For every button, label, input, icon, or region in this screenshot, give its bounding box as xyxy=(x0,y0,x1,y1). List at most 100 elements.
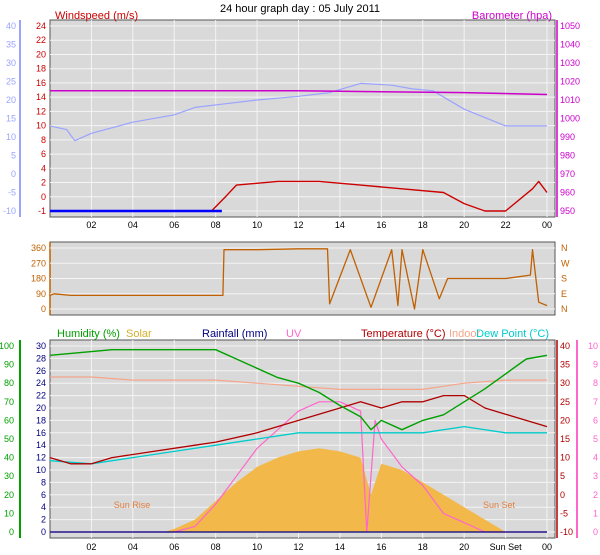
x-tick-label: 00 xyxy=(542,220,552,230)
legend-temperature: Temperature (°C) xyxy=(361,328,445,340)
humidity-tick: 50 xyxy=(4,434,14,444)
temperature-tick: 0 xyxy=(560,490,565,500)
x-tick-label: 20 xyxy=(459,220,469,230)
x-tick-label: 06 xyxy=(169,542,179,552)
direction-tick: 180 xyxy=(31,274,46,284)
barometer-tick: 1000 xyxy=(560,114,580,124)
uv-tick: 1 xyxy=(593,508,598,518)
line-indoor xyxy=(50,376,547,390)
x-tick-label: 14 xyxy=(335,220,345,230)
windspeed-tick: 20 xyxy=(36,49,46,59)
left-outer-tick: 5 xyxy=(11,151,16,161)
line-barometer xyxy=(50,90,548,96)
temperature-tick: -10 xyxy=(560,527,573,537)
windspeed-tick: 6 xyxy=(41,149,46,159)
windspeed-tick: 16 xyxy=(36,78,46,88)
x-tick-label: 10 xyxy=(252,542,262,552)
rain-tick: 26 xyxy=(36,366,46,376)
barometer-tick: 1010 xyxy=(560,95,580,105)
rain-tick: 4 xyxy=(41,502,46,512)
rain-tick: 30 xyxy=(36,341,46,351)
legend-rainfall: Rainfall (mm) xyxy=(202,328,267,340)
page-title: 24 hour graph day : 05 July 2011 xyxy=(220,3,380,15)
humidity-tick: 80 xyxy=(4,378,14,388)
x-tick-label: 14 xyxy=(335,542,345,552)
uv-tick: 2 xyxy=(593,490,598,500)
series-1 xyxy=(49,25,555,213)
left-outer-tick: 20 xyxy=(6,95,16,105)
line-uv xyxy=(50,401,547,533)
x-axis-1: 02 04 06 08 10 12 14 16 18 20 22 00 xyxy=(86,20,552,230)
barometer-tick: 980 xyxy=(560,151,575,161)
windspeed-tick: 8 xyxy=(41,135,46,145)
humidity-tick: 0 xyxy=(9,527,14,537)
x-tick-label: 18 xyxy=(418,542,428,552)
left-outer-tick: 30 xyxy=(6,58,16,68)
rain-tick: 20 xyxy=(36,403,46,413)
uv-tick: 9 xyxy=(593,360,598,370)
x-tick-label: 08 xyxy=(211,220,221,230)
x-tick-label: 08 xyxy=(211,542,221,552)
panel-humidity-temperature: Humidity (%) Solar Rainfall (mm) UV Temp… xyxy=(0,328,598,552)
x-tick-label: 04 xyxy=(128,220,138,230)
barometer-tick: 1030 xyxy=(560,58,580,68)
x-tick-label: 12 xyxy=(293,220,303,230)
windspeed-tick: 24 xyxy=(36,21,46,31)
humidity-tick: 40 xyxy=(4,453,14,463)
barometer-tick: 1020 xyxy=(560,77,580,87)
humidity-tick: 20 xyxy=(4,490,14,500)
windspeed-tick: -1 xyxy=(38,206,46,216)
temperature-tick: 15 xyxy=(560,434,570,444)
windspeed-tick: 0 xyxy=(41,192,46,202)
left-outer-tick: -10 xyxy=(3,206,16,216)
legend-humidity: Humidity (%) xyxy=(57,328,120,340)
annotation-sun-rise: Sun Rise xyxy=(114,500,151,510)
rain-tick: 18 xyxy=(36,415,46,425)
x-tick-label: Sun Set xyxy=(490,542,523,552)
temperature-tick: 30 xyxy=(560,378,570,388)
rain-tick: 28 xyxy=(36,353,46,363)
direction-tick: 90 xyxy=(36,289,46,299)
rain-tick: 12 xyxy=(36,453,46,463)
compass-tick: E xyxy=(561,289,567,299)
humidity-tick: 100 xyxy=(0,341,14,351)
line-dewpoint xyxy=(49,425,547,465)
humidity-tick: 70 xyxy=(4,397,14,407)
windspeed-tick: 2 xyxy=(41,178,46,188)
left-outer-tick: 35 xyxy=(6,40,16,50)
temperature-tick: 10 xyxy=(560,453,570,463)
x-tick-label: 02 xyxy=(86,542,96,552)
humidity-tick: 60 xyxy=(4,415,14,425)
rain-tick: 16 xyxy=(36,428,46,438)
temperature-tick: 25 xyxy=(560,397,570,407)
x-tick-label: 00 xyxy=(542,542,552,552)
legend-windspeed: Windspeed (m/s) xyxy=(55,10,138,22)
x-tick-label: 12 xyxy=(293,542,303,552)
direction-tick: 270 xyxy=(31,258,46,268)
legend-barometer: Barometer (hpa) xyxy=(472,10,552,22)
line-temperature xyxy=(49,394,548,465)
line-wind-direction xyxy=(49,248,548,310)
legend-uv: UV xyxy=(286,328,302,340)
barometer-tick: 990 xyxy=(560,132,575,142)
left-outer-tick: 15 xyxy=(6,114,16,124)
x-tick-label: 18 xyxy=(418,220,428,230)
windspeed-tick: 10 xyxy=(36,121,46,131)
x-tick-label: 16 xyxy=(376,542,386,552)
rain-tick: 22 xyxy=(36,391,46,401)
uv-tick: 10 xyxy=(588,341,598,351)
left-outer-tick: 10 xyxy=(6,132,16,142)
windspeed-tick: 22 xyxy=(36,35,46,45)
x-tick-label: 22 xyxy=(501,220,511,230)
direction-tick: 0 xyxy=(41,304,46,314)
barometer-tick: 960 xyxy=(560,188,575,198)
y-axis-temperature: 40 35 30 25 20 15 10 5 0 -5 -10 xyxy=(556,340,573,538)
y-axis-direction: 360 270 180 90 0 xyxy=(31,242,51,315)
line-left-outer xyxy=(49,82,547,142)
uv-tick: 4 xyxy=(593,453,598,463)
uv-tick: 5 xyxy=(593,434,598,444)
